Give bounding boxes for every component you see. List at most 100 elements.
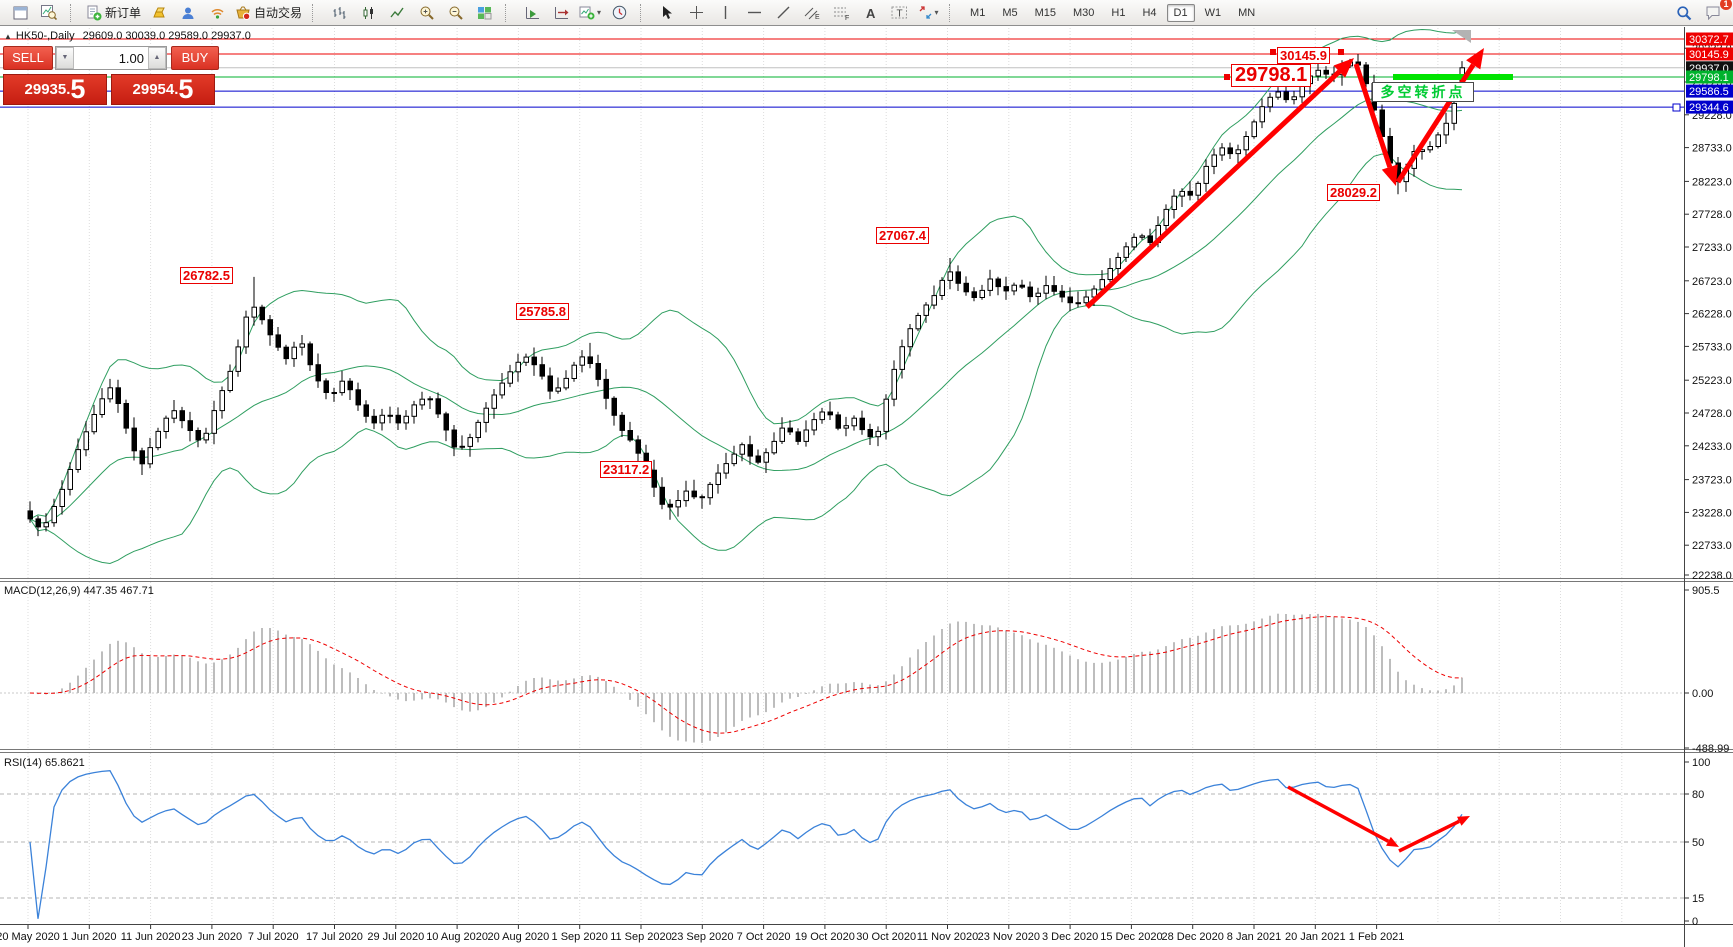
- selection-handle[interactable]: [1270, 49, 1276, 55]
- vertical-line-icon[interactable]: [711, 1, 739, 25]
- price-annotation-label[interactable]: 30145.9: [1277, 47, 1330, 64]
- sell-button[interactable]: SELL: [3, 46, 53, 70]
- text-label-icon[interactable]: T: [885, 1, 913, 25]
- collapse-triangle-icon[interactable]: ▲: [4, 32, 12, 41]
- price-annotation-label[interactable]: 28029.2: [1327, 184, 1380, 201]
- trendline-icon[interactable]: [769, 1, 797, 25]
- zoom-in-icon[interactable]: [412, 1, 440, 25]
- timeframe-m1[interactable]: M1: [970, 6, 986, 19]
- crosshair-icon[interactable]: [682, 1, 710, 25]
- community-icon[interactable]: [174, 1, 202, 25]
- window-icon[interactable]: [6, 1, 34, 25]
- svg-text:11 Nov 2020: 11 Nov 2020: [917, 931, 979, 943]
- svg-text:20 Jan 2021: 20 Jan 2021: [1285, 931, 1346, 943]
- volume-increase-button[interactable]: ▲: [148, 47, 166, 69]
- svg-text:3 Dec 2020: 3 Dec 2020: [1042, 931, 1098, 943]
- timeframe-h4[interactable]: H4: [1142, 6, 1157, 19]
- search-icon[interactable]: [1670, 1, 1698, 25]
- chat-icon[interactable]: 1: [1699, 0, 1732, 25]
- sell-price[interactable]: 29935. 5: [3, 74, 107, 105]
- signal-icon[interactable]: [203, 1, 231, 25]
- price-annotation-label[interactable]: 23117.2: [600, 461, 653, 478]
- fibonacci-icon[interactable]: F: [827, 1, 855, 25]
- svg-text:0.00: 0.00: [1692, 688, 1713, 700]
- svg-text:22238.0: 22238.0: [1692, 570, 1732, 582]
- channel-icon[interactable]: E: [798, 1, 826, 25]
- timeframe-d1[interactable]: D1: [1166, 3, 1195, 22]
- arrows-icon[interactable]: ▾: [914, 1, 942, 25]
- svg-text:17 Jul 2020: 17 Jul 2020: [306, 931, 363, 943]
- price-annotation-label[interactable]: 25785.8: [516, 303, 569, 320]
- svg-text:F: F: [845, 15, 849, 20]
- svg-text:1 Feb 2021: 1 Feb 2021: [1349, 931, 1405, 943]
- price-annotation-label[interactable]: 26782.5: [180, 267, 233, 284]
- toolbar-separator: [640, 3, 648, 22]
- new-order-icon[interactable]: 新订单: [83, 1, 144, 25]
- tile-windows-icon[interactable]: [470, 1, 498, 25]
- svg-text:23 Jun 2020: 23 Jun 2020: [182, 931, 243, 943]
- bar-chart-icon[interactable]: [325, 1, 353, 25]
- price-annotation-label[interactable]: 29798.1: [1231, 64, 1312, 87]
- buy-price[interactable]: 29954. 5: [111, 74, 215, 105]
- svg-text:24233.0: 24233.0: [1692, 441, 1732, 453]
- autotrade-icon[interactable]: 自动交易: [232, 1, 305, 25]
- svg-text:7 Jul 2020: 7 Jul 2020: [248, 931, 299, 943]
- svg-text:80: 80: [1692, 789, 1704, 801]
- macd-label: MACD(12,26,9) 447.35 467.71: [4, 585, 154, 597]
- timeframe-m30[interactable]: M30: [1073, 6, 1095, 19]
- zoom-out-icon[interactable]: [441, 1, 469, 25]
- market-watch-icon[interactable]: [35, 1, 63, 25]
- chart-shift-marker-icon[interactable]: [1452, 30, 1471, 43]
- toolbar: 新订单 自动交易 ▾ E F A T ▾ M1 M5 M15 M30 H1 H4 D1 W1 MN 1: [0, 0, 1733, 26]
- time-axis[interactable]: 20 May 2020 1 Jun 2020 11 Jun 2020 23 Jun 2…: [0, 925, 1404, 943]
- svg-text:25733.0: 25733.0: [1692, 341, 1732, 353]
- timeframe-m15[interactable]: M15: [1034, 6, 1057, 19]
- chart-shift-icon[interactable]: [547, 1, 575, 25]
- green-trend-segment[interactable]: [1393, 74, 1513, 80]
- rsi-arrows[interactable]: [1287, 785, 1470, 853]
- chart-title: ▲ HK50-,Daily 29609.0 30039.0 29589.0 2993…: [4, 30, 251, 42]
- svg-text:23 Nov 2020: 23 Nov 2020: [978, 931, 1040, 943]
- svg-text:15: 15: [1692, 893, 1704, 905]
- grid: [27, 28, 1623, 924]
- volume-input[interactable]: [74, 47, 148, 69]
- svg-text:26228.0: 26228.0: [1692, 309, 1732, 321]
- volume-decrease-button[interactable]: ▼: [56, 47, 74, 69]
- svg-text:27728.0: 27728.0: [1692, 209, 1732, 221]
- timeframe-mn[interactable]: MN: [1238, 6, 1256, 19]
- candlestick-icon[interactable]: [354, 1, 382, 25]
- svg-text:29344.6: 29344.6: [1689, 102, 1729, 114]
- timeframe-w1[interactable]: W1: [1204, 6, 1222, 19]
- cursor-icon[interactable]: [653, 1, 681, 25]
- svg-text:1 Sep 2020: 1 Sep 2020: [552, 931, 608, 943]
- svg-text:50: 50: [1692, 837, 1704, 849]
- rsi-indicator: [0, 770, 1684, 919]
- svg-text:20 Aug 2020: 20 Aug 2020: [488, 931, 550, 943]
- auto-scroll-icon[interactable]: [518, 1, 546, 25]
- selection-handle[interactable]: [1338, 49, 1344, 55]
- line-chart-icon[interactable]: [383, 1, 411, 25]
- svg-text:30 Oct 2020: 30 Oct 2020: [856, 931, 916, 943]
- timeframe-h1[interactable]: H1: [1111, 6, 1126, 19]
- hline-selection-handle[interactable]: [1672, 103, 1681, 112]
- buy-button[interactable]: BUY: [171, 46, 219, 70]
- svg-text:A: A: [866, 6, 876, 20]
- clock-icon[interactable]: [605, 1, 633, 25]
- svg-text:29798.1: 29798.1: [1689, 72, 1729, 84]
- price-axis[interactable]: 30233.029723.029228.028733.028223.027728…: [1684, 43, 1732, 928]
- gold-icon[interactable]: [145, 1, 173, 25]
- price-annotation-label[interactable]: 27067.4: [876, 227, 929, 244]
- text-icon[interactable]: A: [856, 1, 884, 25]
- new-chart-icon[interactable]: ▾: [576, 1, 604, 25]
- notification-badge: 1: [1720, 0, 1732, 10]
- horizontal-line-icon[interactable]: [740, 1, 768, 25]
- svg-text:8 Jan 2021: 8 Jan 2021: [1227, 931, 1281, 943]
- bollinger-bands: [29, 28, 1463, 565]
- timeframe-m5[interactable]: M5: [1002, 6, 1018, 19]
- turning-point-text-label[interactable]: 多空转折点: [1372, 82, 1474, 102]
- selection-handle[interactable]: [1224, 74, 1230, 80]
- svg-text:100: 100: [1692, 757, 1710, 769]
- svg-text:25223.0: 25223.0: [1692, 375, 1732, 387]
